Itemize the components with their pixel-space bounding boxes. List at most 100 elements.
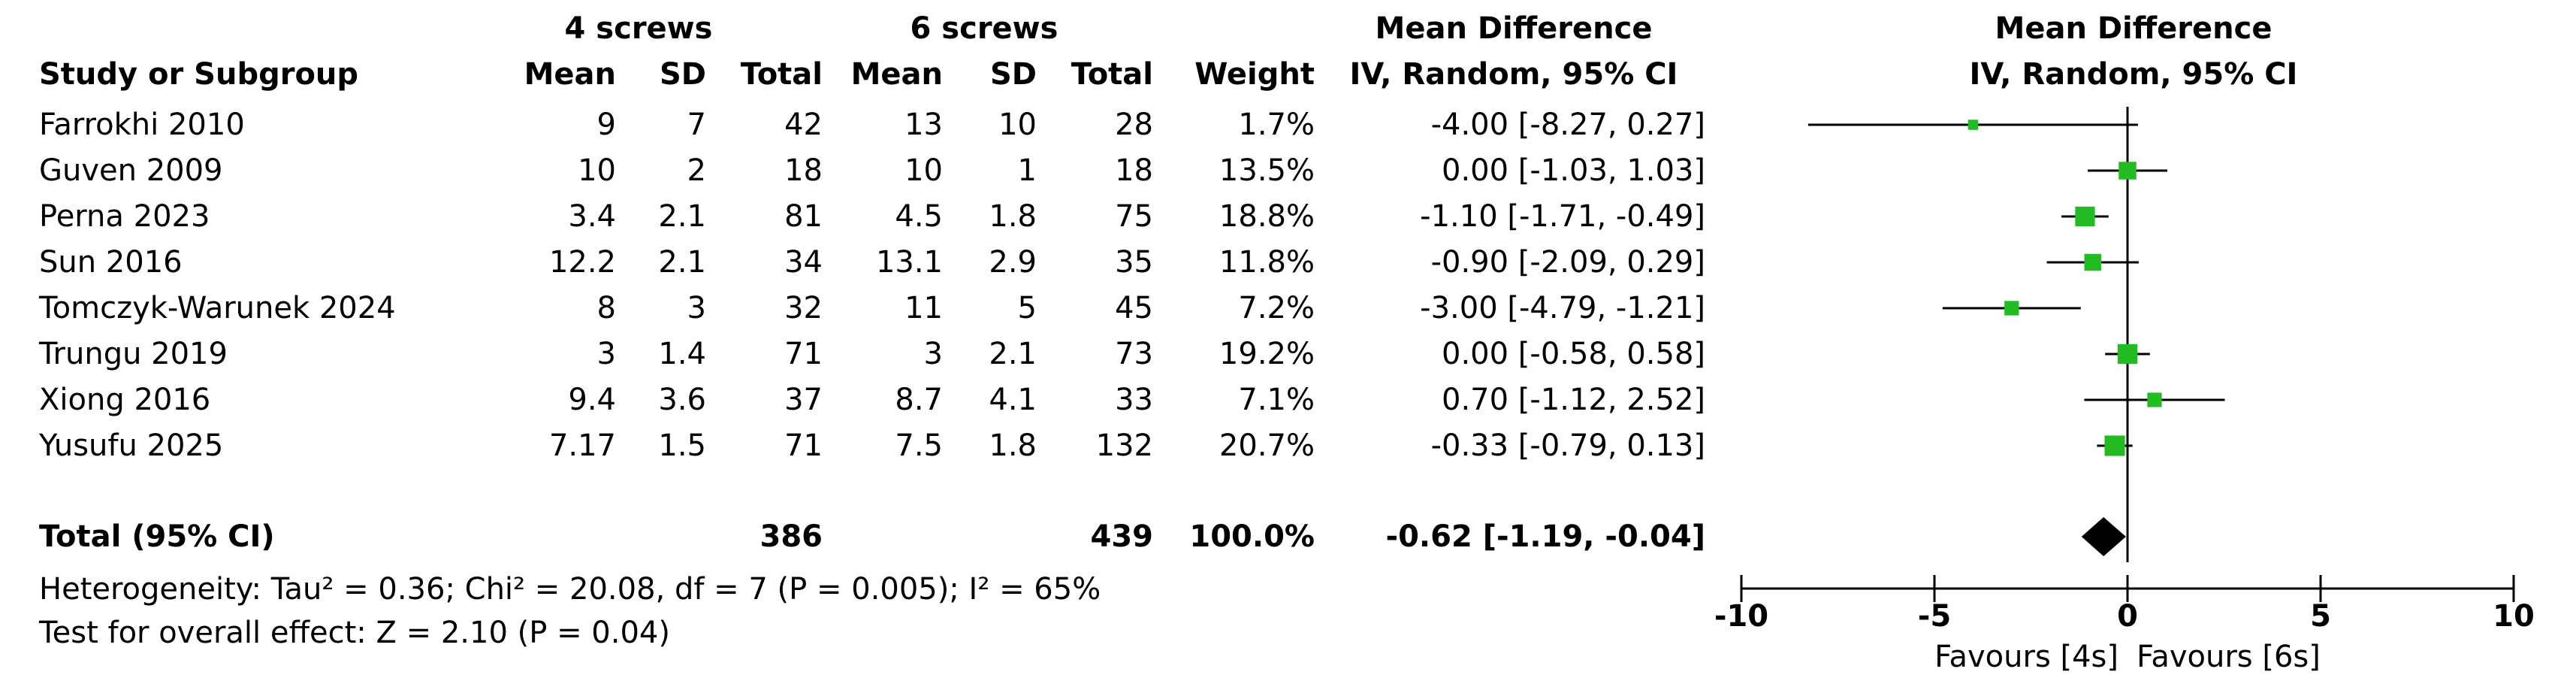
ci-cell: -3.00 [-4.79, -1.21] [1420, 291, 1705, 325]
study-name: Farrokhi 2010 [39, 107, 245, 142]
overall-effect-text: Test for overall effect: Z = 2.10 (P = 0… [39, 616, 670, 650]
group2-header: 6 screws [910, 11, 1058, 46]
sd1-cell: 1.4 [658, 337, 706, 371]
total2-cell: 75 [1115, 199, 1153, 234]
mean2-cell: 13 [904, 107, 943, 142]
weight-cell: 18.8% [1219, 199, 1315, 234]
sd2-cell: 1.8 [989, 428, 1037, 463]
study-name: Yusufu 2025 [39, 428, 224, 463]
effect-marker [2117, 344, 2138, 365]
sd1-cell: 2 [687, 153, 706, 188]
ci-cell: 0.00 [-1.03, 1.03] [1442, 153, 1705, 188]
plot-title: Mean Difference [1995, 11, 2272, 46]
ci-cell: -1.10 [-1.71, -0.49] [1420, 199, 1705, 234]
weight-cell: 1.7% [1238, 107, 1315, 142]
ci-cell: -0.90 [-2.09, 0.29] [1430, 245, 1705, 280]
mean2-cell: 10 [904, 153, 943, 188]
total2-cell: 73 [1115, 337, 1153, 371]
sd1-cell: 2.1 [658, 245, 706, 280]
mean1-cell: 10 [578, 153, 616, 188]
favours-right-label: Favours [6s] [2137, 640, 2321, 674]
sd1-cell: 3.6 [658, 383, 706, 417]
mean2-cell: 13.1 [875, 245, 943, 280]
sd2-cell: 5 [1017, 291, 1037, 325]
weight-cell: 11.8% [1219, 245, 1315, 280]
sd1-cell: 2.1 [658, 199, 706, 234]
total2-cell: 132 [1095, 428, 1153, 463]
ci-cell: -4.00 [-8.27, 0.27] [1430, 107, 1705, 142]
ci-cell: -0.33 [-0.79, 0.13] [1430, 428, 1705, 463]
sd2-cell: 2.1 [989, 337, 1037, 371]
effect-marker [2147, 392, 2162, 407]
total2-sum: 439 [1090, 519, 1154, 554]
total2-cell: 18 [1115, 153, 1153, 188]
x-tick-label: -5 [1918, 599, 1951, 634]
mean1-header: Mean [524, 57, 616, 92]
total2-header: Total [1071, 57, 1153, 92]
study-name: Sun 2016 [39, 245, 183, 280]
total-weight: 100.0% [1189, 519, 1315, 554]
sd2-cell: 2.9 [989, 245, 1037, 280]
total-ci: -0.62 [-1.19, -0.04] [1385, 519, 1706, 554]
mean1-cell: 3 [596, 337, 616, 371]
sd2-cell: 1.8 [989, 199, 1037, 234]
sd2-cell: 4.1 [989, 383, 1037, 417]
effect-marker [2075, 206, 2095, 227]
ci-cell: 0.00 [-0.58, 0.58] [1442, 337, 1705, 371]
study-header: Study or Subgroup [39, 57, 359, 92]
total-label: Total (95% CI) [39, 519, 275, 554]
study-name: Guven 2009 [39, 153, 223, 188]
x-tick-label: 0 [2117, 599, 2138, 634]
x-tick-label: 10 [2493, 599, 2535, 634]
sd2-header: SD [989, 57, 1037, 92]
mean1-cell: 9.4 [568, 383, 616, 417]
effect-marker [2118, 162, 2137, 180]
sd1-cell: 1.5 [658, 428, 706, 463]
total2-cell: 33 [1115, 383, 1153, 417]
weight-cell: 19.2% [1219, 337, 1315, 371]
total1-cell: 32 [784, 291, 823, 325]
effect-marker [2084, 253, 2101, 271]
plot-method: IV, Random, 95% CI [1969, 57, 2298, 92]
total2-cell: 45 [1115, 291, 1153, 325]
x-tick-label: -10 [1714, 599, 1768, 634]
ci-cell: 0.70 [-1.12, 2.52] [1442, 383, 1705, 417]
mean2-header: Mean [850, 57, 943, 92]
mean2-cell: 11 [904, 291, 943, 325]
total1-cell: 34 [784, 245, 823, 280]
mean2-cell: 3 [923, 337, 943, 371]
md-header-top: Mean Difference [1375, 11, 1653, 46]
total1-cell: 71 [784, 337, 823, 371]
weight-header: Weight [1194, 57, 1315, 92]
total1-cell: 81 [784, 199, 823, 234]
effect-marker [2104, 435, 2125, 456]
sd2-cell: 10 [998, 107, 1037, 142]
mean1-cell: 3.4 [568, 199, 616, 234]
mean1-cell: 12.2 [548, 245, 616, 280]
total2-cell: 35 [1115, 245, 1153, 280]
mean1-cell: 9 [596, 107, 616, 142]
total1-cell: 37 [784, 383, 823, 417]
mean1-cell: 7.17 [548, 428, 616, 463]
sd1-cell: 3 [687, 291, 706, 325]
total1-cell: 71 [784, 428, 823, 463]
study-name: Perna 2023 [39, 199, 210, 234]
mean2-cell: 8.7 [895, 383, 943, 417]
total1-cell: 18 [784, 153, 823, 188]
mean1-cell: 8 [596, 291, 616, 325]
weight-cell: 7.2% [1238, 291, 1315, 325]
study-name: Tomczyk-Warunek 2024 [39, 291, 396, 325]
weight-cell: 13.5% [1219, 153, 1315, 188]
mean2-cell: 7.5 [895, 428, 943, 463]
group1-header: 4 screws [564, 11, 713, 46]
favours-left-label: Favours [4s] [1934, 640, 2118, 674]
weight-cell: 20.7% [1219, 428, 1315, 463]
pooled-diamond [2081, 517, 2126, 556]
study-name: Trungu 2019 [39, 337, 228, 371]
effect-marker [1967, 120, 1979, 130]
total1-sum: 386 [760, 519, 823, 554]
sd1-header: SD [659, 57, 706, 92]
study-name: Xiong 2016 [39, 383, 211, 417]
effect-marker [2004, 301, 2019, 316]
